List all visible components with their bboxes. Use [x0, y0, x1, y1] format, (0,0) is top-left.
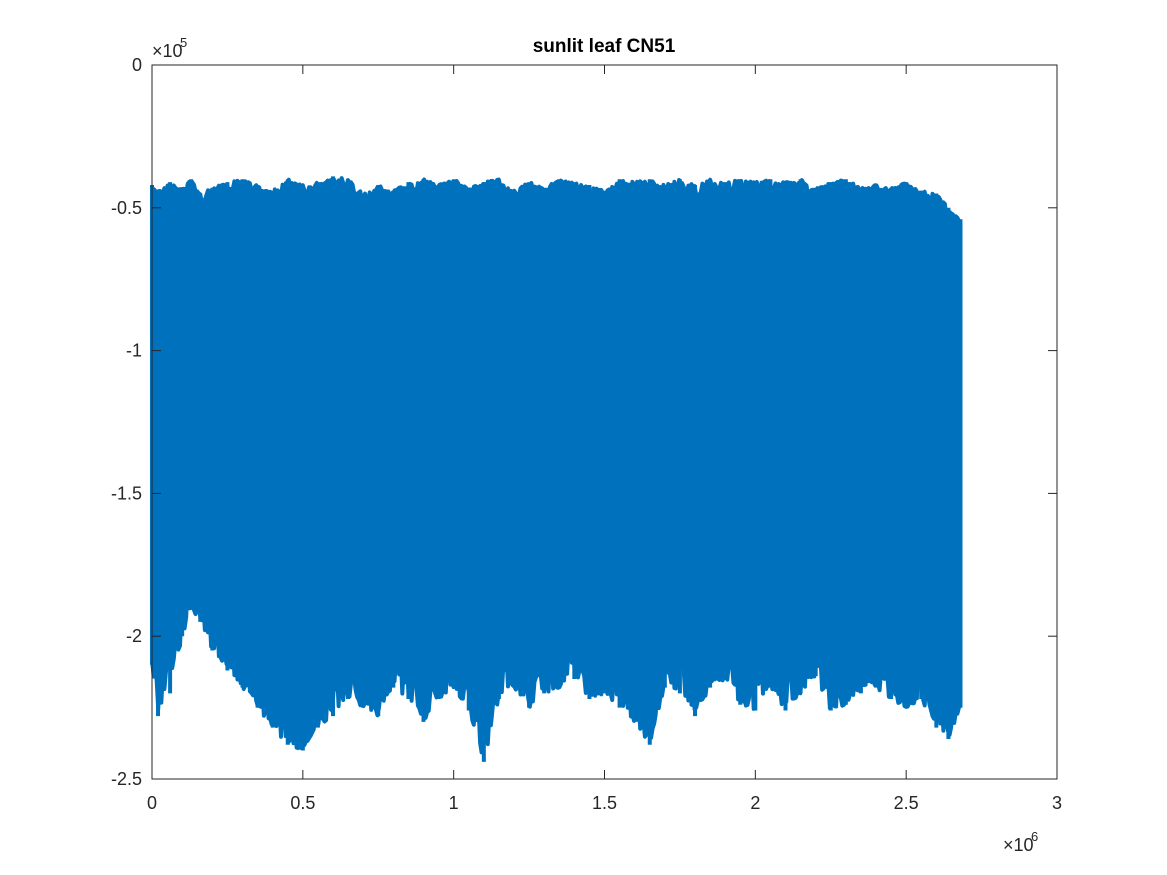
chart-title: sunlit leaf CN51: [533, 36, 676, 57]
svg-text:6: 6: [1031, 829, 1038, 844]
y-axis: -2.5 -2 -1.5 -1 -0.5 0: [111, 55, 1057, 789]
y-axis-exponent: ×10 5: [152, 35, 187, 61]
svg-text:×10: ×10: [152, 41, 183, 61]
y-tick-label: -1.5: [111, 483, 142, 503]
x-axis: 0 0.5 1 1.5 2 2.5 3: [147, 65, 1062, 813]
x-tick-label: 2.5: [894, 793, 919, 813]
svg-text:×10: ×10: [1003, 835, 1034, 855]
x-tick-label: 0: [147, 793, 157, 813]
x-axis-exponent: ×10 6: [1003, 829, 1038, 855]
x-tick-label: 3: [1052, 793, 1062, 813]
y-tick-label: -1: [126, 341, 142, 361]
y-tick-label: -2.5: [111, 769, 142, 789]
x-tick-label: 1: [449, 793, 459, 813]
y-tick-label: -0.5: [111, 198, 142, 218]
y-tick-label: -2: [126, 626, 142, 646]
y-tick-label: 0: [132, 55, 142, 75]
svg-text:5: 5: [180, 35, 187, 50]
series-layer: [150, 176, 963, 762]
x-tick-label: 0.5: [290, 793, 315, 813]
x-tick-label: 2: [750, 793, 760, 813]
x-tick-label: 1.5: [592, 793, 617, 813]
